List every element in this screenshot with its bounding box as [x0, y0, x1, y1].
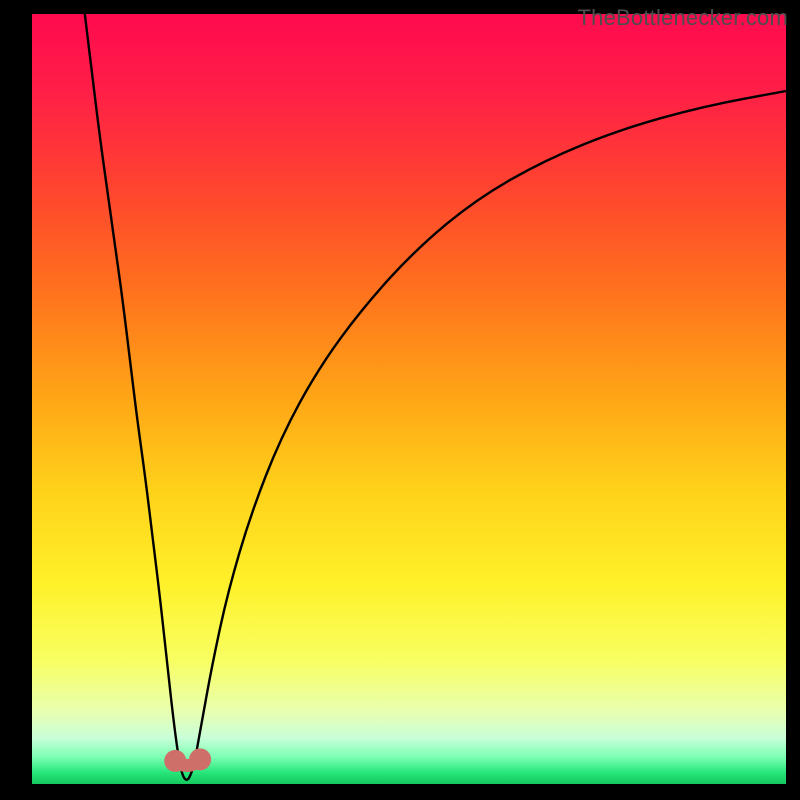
bottleneck-curve — [32, 14, 786, 784]
plot-area — [32, 14, 786, 784]
watermark-text: TheBottlenecker.com — [578, 5, 788, 31]
marker-right — [189, 748, 211, 770]
marker-left — [164, 750, 186, 772]
chart-frame: TheBottlenecker.com — [0, 0, 800, 800]
